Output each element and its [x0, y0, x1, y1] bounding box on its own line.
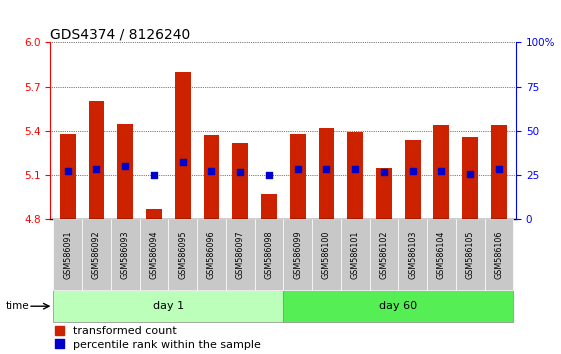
Point	[264, 172, 273, 178]
Text: GSM586094: GSM586094	[149, 230, 158, 279]
Bar	[89, 102, 104, 219]
Point	[207, 168, 216, 173]
Point	[494, 166, 503, 172]
Bar	[146, 209, 162, 219]
Text: GSM586103: GSM586103	[408, 231, 417, 279]
Bar	[462, 137, 478, 219]
Text: GSM586105: GSM586105	[466, 230, 475, 279]
Text: GSM586100: GSM586100	[322, 231, 331, 279]
Text: GSM586097: GSM586097	[236, 230, 245, 279]
Text: day 1: day 1	[153, 301, 184, 311]
Point	[351, 166, 360, 172]
Point	[293, 166, 302, 172]
Text: time: time	[6, 301, 29, 311]
Text: GSM586098: GSM586098	[264, 230, 273, 279]
Text: GSM586102: GSM586102	[379, 230, 388, 279]
Bar	[404, 140, 421, 219]
Point	[322, 166, 331, 172]
Point	[408, 168, 417, 173]
Point	[379, 170, 388, 175]
Bar	[175, 72, 191, 219]
Point	[466, 171, 475, 177]
Text: GSM586101: GSM586101	[351, 231, 360, 279]
Text: GSM586093: GSM586093	[121, 230, 130, 279]
Text: GSM586096: GSM586096	[207, 230, 216, 279]
Bar	[376, 168, 392, 219]
Text: GSM586099: GSM586099	[293, 230, 302, 279]
Point	[92, 166, 101, 172]
Bar	[261, 194, 277, 219]
Text: GSM586104: GSM586104	[437, 231, 446, 279]
Bar	[60, 134, 76, 219]
Text: GSM586095: GSM586095	[178, 230, 187, 279]
Bar	[434, 125, 449, 219]
Text: day 60: day 60	[379, 301, 417, 311]
Legend: transformed count, percentile rank within the sample: transformed count, percentile rank withi…	[50, 321, 265, 354]
Bar	[232, 143, 248, 219]
Bar	[204, 135, 219, 219]
Bar	[319, 128, 334, 219]
Bar	[347, 132, 363, 219]
Bar	[290, 134, 306, 219]
Point	[178, 159, 187, 165]
Point	[121, 164, 130, 169]
Point	[149, 172, 158, 178]
Text: GDS4374 / 8126240: GDS4374 / 8126240	[50, 27, 191, 41]
Point	[437, 168, 446, 173]
Point	[63, 168, 72, 173]
Bar	[491, 125, 507, 219]
Text: GSM586106: GSM586106	[494, 231, 503, 279]
Bar	[117, 124, 133, 219]
Point	[236, 170, 245, 175]
Text: GSM586092: GSM586092	[92, 230, 101, 279]
Text: GSM586091: GSM586091	[63, 230, 72, 279]
